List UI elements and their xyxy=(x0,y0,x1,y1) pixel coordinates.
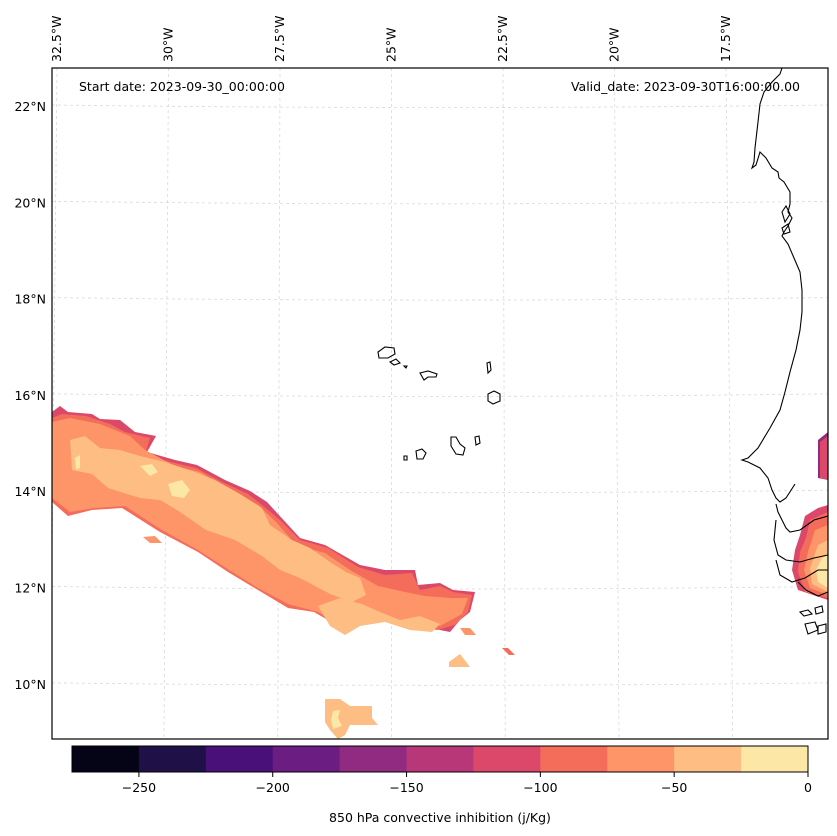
colorbar-segment xyxy=(138,746,207,772)
valid-date-annotation: Valid_date: 2023-09-30T16:00:00.00 xyxy=(571,79,800,94)
latitude-tick-label: 18°N xyxy=(14,292,46,307)
cin-coastal-6 xyxy=(816,555,828,588)
colorbar-segment xyxy=(473,746,541,772)
coastline-africa-islands xyxy=(798,605,827,635)
colorbar-tick-label: 0 xyxy=(804,780,812,795)
latitude-tick-labels: 10°N 12°N 14°N 16°N 18°N 20°N 22°N xyxy=(14,99,46,692)
longitude-tick-label: 27.5°W xyxy=(272,16,287,62)
longitude-tick-label: 32.5°W xyxy=(49,16,64,62)
colorbar-segment xyxy=(674,746,742,772)
colorbar: −250 −200 −150 −100 −50 0 xyxy=(71,745,812,795)
cin-patch-south xyxy=(325,699,378,739)
colorbar-segment xyxy=(272,746,341,772)
island-brava xyxy=(403,455,408,461)
colorbar-segment xyxy=(406,746,474,772)
map-frame xyxy=(51,67,829,740)
island-santa-luzia xyxy=(402,365,408,369)
colorbar-segment xyxy=(205,746,274,772)
longitude-tick-label: 22.5°W xyxy=(495,16,510,62)
cin-contour-25-0-core-3 xyxy=(75,455,80,470)
latitude-tick-label: 20°N xyxy=(14,195,46,210)
meridian-gridline xyxy=(502,68,506,739)
parallel-gridline xyxy=(52,297,828,301)
colorbar-tick-label: −150 xyxy=(389,780,423,795)
latitude-tick-label: 14°N xyxy=(14,484,46,499)
meridian-gridline xyxy=(163,68,169,739)
latitude-tick-label: 16°N xyxy=(14,388,46,403)
island-maio xyxy=(474,435,481,446)
colorbar-frame xyxy=(71,745,809,773)
cin-fragment xyxy=(502,648,515,655)
colorbar-tick-label: −100 xyxy=(523,780,557,795)
island-boa-vista xyxy=(487,390,501,405)
colorbar-tick-label: −250 xyxy=(122,780,156,795)
coastline-africa-south xyxy=(773,503,828,597)
cin-contour-25-0-core-1 xyxy=(140,464,158,476)
colorbar-segment xyxy=(72,746,140,772)
island-sao-vicente xyxy=(388,358,402,366)
cin-coastal-1 xyxy=(820,436,828,480)
colorbar-tick-label: −200 xyxy=(256,780,290,795)
colorbar-segment xyxy=(741,746,809,772)
latitude-tick-label: 10°N xyxy=(14,677,46,692)
colorbar-label: 850 hPa convective inhibition (j/Kg) xyxy=(329,810,551,825)
cin-contour-50-25-east xyxy=(318,598,440,635)
longitude-tick-label: 20°W xyxy=(607,27,622,62)
colorbar-segment xyxy=(607,746,675,772)
cin-contour-field xyxy=(52,406,828,739)
longitude-tick-label: 25°W xyxy=(384,27,399,62)
cin-fragment xyxy=(449,654,470,667)
start-date-annotation: Start date: 2023-09-30_00:00:00 xyxy=(79,79,285,94)
coastlines xyxy=(377,68,828,635)
parallel-gridline xyxy=(52,104,828,108)
longitude-tick-labels: 32.5°W 30°W 27.5°W 25°W 22.5°W 20°W 17.5°W xyxy=(49,16,733,62)
island-sao-nicolau xyxy=(419,370,438,381)
cin-patch-south-core xyxy=(331,710,342,729)
cin-fragment xyxy=(460,628,476,635)
island-fogo xyxy=(415,448,427,460)
cin-contour-50-25 xyxy=(70,436,366,602)
colorbar-tick-label: −50 xyxy=(661,780,687,795)
island-sal xyxy=(486,361,492,375)
meridian-gridline xyxy=(614,68,620,739)
meridian-gridline xyxy=(277,68,281,739)
parallel-gridline xyxy=(52,393,828,397)
cin-fragment xyxy=(143,536,162,543)
meridian-gridline xyxy=(725,68,734,739)
longitude-tick-label: 17.5°W xyxy=(718,16,733,62)
parallel-gridline xyxy=(52,682,828,686)
colorbar-segment xyxy=(540,746,608,772)
gridlines xyxy=(52,68,828,739)
parallel-gridline xyxy=(52,586,828,590)
coastline-inlet xyxy=(781,204,791,235)
cin-contour-25-0-core-2 xyxy=(168,480,190,498)
latitude-tick-label: 22°N xyxy=(14,99,46,114)
longitude-tick-label: 30°W xyxy=(161,27,176,62)
colorbar-segment xyxy=(339,746,408,772)
map-content xyxy=(52,68,828,739)
island-santiago xyxy=(450,436,466,456)
latitude-tick-label: 12°N xyxy=(14,581,46,596)
island-santo-antao xyxy=(377,346,396,359)
map-background xyxy=(52,68,828,739)
coastline-africa xyxy=(740,68,803,503)
parallel-gridline xyxy=(52,200,828,205)
